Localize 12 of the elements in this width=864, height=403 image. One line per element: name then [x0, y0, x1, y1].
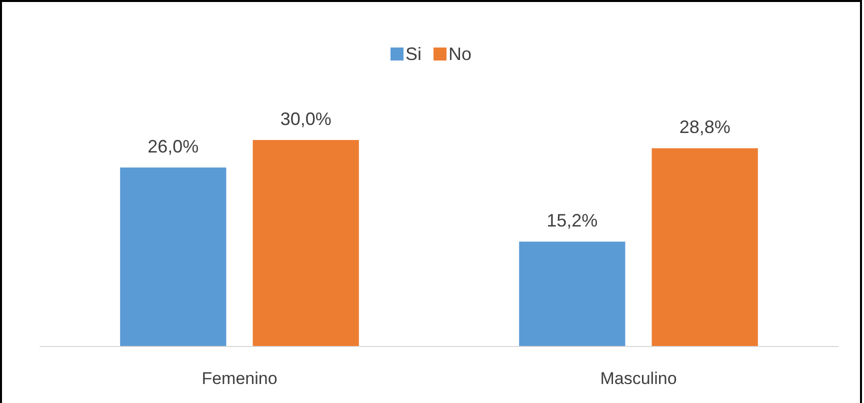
bar	[252, 140, 359, 346]
data-label: 30,0%	[280, 109, 332, 129]
legend-label: Si	[405, 44, 422, 64]
data-label: 28,8%	[679, 117, 730, 138]
bar	[519, 242, 626, 346]
bar	[652, 148, 758, 346]
legend-label: No	[448, 44, 472, 64]
bar	[120, 167, 226, 346]
x-tick-label: Masculino	[600, 369, 677, 388]
data-label: 15,2%	[546, 210, 598, 231]
data-label: 26,0%	[148, 136, 199, 156]
x-tick-label: Femenino	[202, 369, 278, 388]
